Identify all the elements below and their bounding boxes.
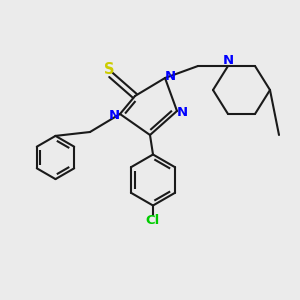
Text: N: N <box>222 53 234 67</box>
Text: S: S <box>104 62 115 77</box>
Text: N: N <box>165 70 176 83</box>
Text: Cl: Cl <box>146 214 160 227</box>
Text: N: N <box>109 109 120 122</box>
Text: N: N <box>177 106 188 119</box>
